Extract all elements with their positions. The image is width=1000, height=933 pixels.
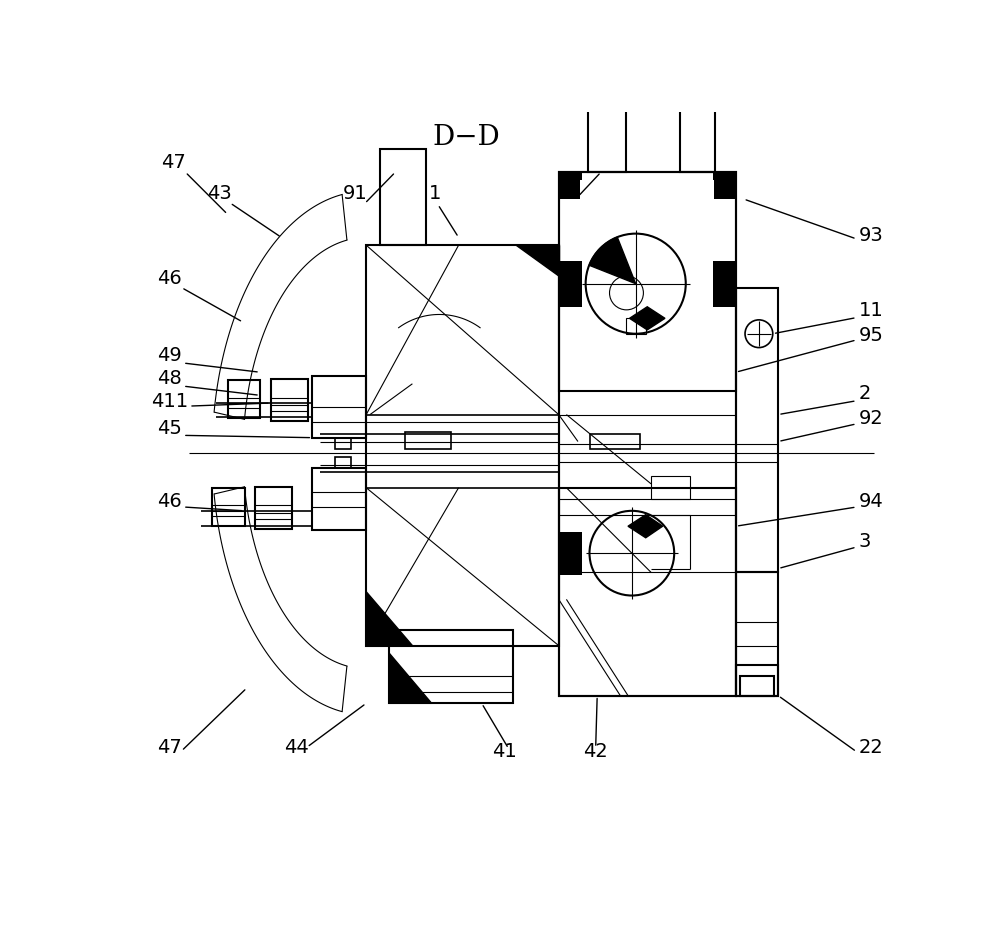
Bar [559, 177, 580, 199]
Bar [559, 260, 582, 307]
Text: 42: 42 [583, 743, 608, 761]
Text: 41: 41 [492, 743, 517, 761]
Bar [559, 172, 736, 392]
Bar [559, 488, 736, 696]
Bar [736, 665, 778, 696]
Text: 46: 46 [157, 269, 182, 287]
Bar [714, 177, 736, 199]
Bar [366, 245, 559, 646]
Bar [626, 318, 646, 334]
Polygon shape [389, 653, 432, 703]
Bar [680, 103, 715, 172]
Bar [713, 260, 736, 307]
Bar [559, 532, 582, 575]
Text: 411: 411 [151, 392, 188, 411]
Text: D−D: D−D [432, 124, 500, 151]
Text: 21: 21 [558, 176, 583, 195]
Polygon shape [589, 237, 636, 284]
Text: 43: 43 [208, 184, 232, 203]
Text: 92: 92 [859, 409, 884, 428]
Text: 44: 44 [285, 738, 309, 758]
Text: 49: 49 [157, 345, 182, 365]
Bar [559, 172, 736, 696]
Text: 47: 47 [157, 738, 182, 758]
Text: 48: 48 [157, 369, 182, 388]
Bar [405, 432, 451, 449]
Bar [312, 468, 366, 530]
Text: 91: 91 [342, 184, 367, 203]
Text: 47: 47 [161, 153, 186, 173]
Bar [651, 476, 690, 499]
Bar [590, 434, 640, 449]
Bar [212, 488, 245, 526]
Bar [271, 379, 308, 421]
Text: 1: 1 [429, 184, 442, 203]
Text: 46: 46 [157, 492, 182, 511]
Bar [736, 287, 778, 573]
Bar [255, 487, 292, 528]
Polygon shape [516, 245, 559, 276]
Bar [380, 149, 426, 245]
Bar [389, 630, 512, 703]
Bar [713, 172, 736, 180]
Text: 45: 45 [157, 419, 182, 438]
Bar [588, 103, 626, 172]
Bar [228, 380, 260, 418]
Polygon shape [630, 307, 665, 330]
Bar [559, 172, 582, 180]
Text: 93: 93 [859, 227, 884, 245]
Bar [740, 676, 774, 696]
Text: 3: 3 [859, 532, 871, 551]
Text: 95: 95 [859, 327, 884, 345]
Text: 94: 94 [859, 492, 884, 511]
Text: 2: 2 [859, 384, 871, 403]
Bar [736, 573, 778, 696]
Text: 11: 11 [859, 301, 884, 320]
Polygon shape [366, 592, 412, 646]
Text: 22: 22 [859, 738, 884, 758]
Bar [335, 438, 351, 449]
Polygon shape [628, 515, 663, 537]
Bar [335, 457, 351, 468]
Bar [312, 376, 366, 438]
